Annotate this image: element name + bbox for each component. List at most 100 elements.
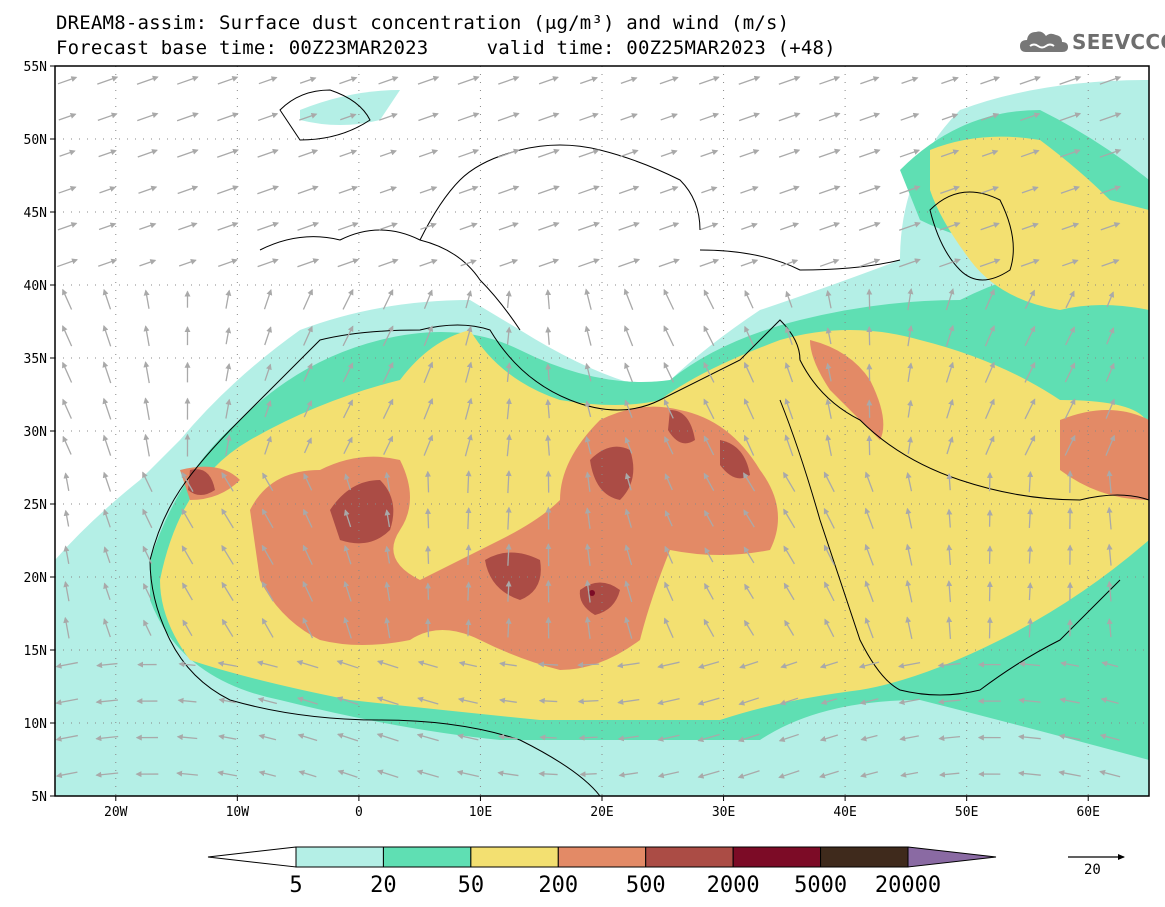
wind-arrow: [783, 545, 795, 565]
lon-tick-label: 0: [355, 805, 363, 820]
wind-arrow: [221, 472, 234, 492]
wind-arrow: [1101, 660, 1119, 668]
wind-arrow: [584, 288, 592, 310]
wind-arrow: [584, 436, 592, 455]
wind-arrow: [780, 259, 799, 267]
colorbar-label: 5000: [794, 873, 847, 898]
wind-arrow: [743, 509, 755, 528]
wind-arrow: [905, 543, 913, 566]
wind-arrow: [425, 618, 432, 638]
wind-arrow: [907, 399, 914, 418]
wind-arrow: [545, 363, 552, 381]
wind-arrow: [578, 258, 600, 268]
wind-arrow: [941, 113, 959, 121]
wind-arrow: [465, 544, 472, 565]
wind-arrow: [258, 76, 278, 85]
wind-arrow: [257, 185, 280, 195]
wind-arrow: [824, 618, 835, 638]
wind-arrow: [985, 435, 995, 455]
wind-arrow: [819, 734, 839, 742]
wind-arrow: [261, 617, 274, 638]
wind-arrow: [218, 258, 238, 267]
wind-arrow: [217, 660, 237, 667]
wind-arrow: [302, 544, 313, 565]
wind-arrow: [1100, 697, 1119, 704]
wind-arrow: [1058, 770, 1081, 777]
wind-arrow: [457, 697, 478, 704]
wind-arrow: [261, 544, 274, 565]
wind-arrow: [1105, 398, 1115, 419]
colorbar-swatch: [470, 846, 559, 868]
wind-arrow: [905, 579, 913, 603]
wind-arrow: [703, 398, 715, 420]
wind-arrow: [1027, 582, 1034, 601]
wind-arrow: [1106, 506, 1113, 530]
wind-arrow: [1027, 617, 1034, 638]
colorbar-swatch: [820, 846, 909, 868]
wind-arrow: [143, 433, 150, 457]
lat-tick-label: 10N: [24, 717, 47, 732]
wind-arrow: [102, 361, 112, 384]
wind-arrow: [465, 325, 473, 346]
wind-arrow: [177, 75, 199, 85]
wind-arrow: [303, 400, 313, 418]
wind-arrow: [178, 259, 197, 267]
wind-arrow: [103, 582, 111, 600]
lat-tick-label: 30N: [24, 425, 47, 440]
wind-arrow: [498, 75, 520, 85]
wind-arrow: [1099, 185, 1121, 195]
wind-arrow: [340, 113, 357, 121]
wind-arrow: [103, 508, 111, 528]
wind-arrow: [545, 434, 552, 456]
wind-arrow: [1020, 258, 1040, 267]
wind-arrow: [619, 149, 639, 158]
wind-arrow: [584, 325, 592, 346]
wind-arrow: [578, 221, 600, 231]
wind-arrow: [698, 661, 720, 669]
wind-arrow: [700, 149, 719, 158]
wind-arrow: [143, 361, 150, 384]
wind-arrow: [584, 543, 591, 566]
wind-arrow: [423, 434, 434, 456]
wind-arrow: [417, 75, 440, 85]
wind-arrow: [137, 149, 158, 158]
wind-arrow: [659, 222, 680, 231]
wind-arrow: [102, 434, 112, 456]
wind-arrow: [221, 508, 234, 529]
wind-arrow: [63, 581, 70, 602]
wind-arrow: [741, 222, 758, 230]
wind-arrow: [55, 734, 78, 742]
wind-arrow: [704, 582, 714, 600]
wind-arrow: [697, 770, 720, 779]
wind-arrow: [538, 697, 558, 704]
wind-arrow: [302, 617, 314, 639]
wind-arrow: [618, 185, 640, 195]
wind-arrow: [938, 735, 961, 742]
wind-arrow: [738, 112, 760, 122]
wind-arrow: [459, 222, 478, 231]
wind-arrow: [584, 579, 591, 603]
wind-arrow: [97, 75, 119, 85]
wind-arrow: [57, 258, 78, 268]
wind-arrow: [143, 397, 150, 420]
wind-arrow: [740, 259, 759, 267]
lat-tick-label: 50N: [24, 133, 47, 148]
wind-arrow: [545, 289, 552, 310]
longitude-labels: 20W 10W 0 10E 20E 30E 40E 50E 60E: [104, 796, 1100, 820]
wind-arrow: [740, 185, 759, 194]
wind-arrow: [585, 471, 591, 492]
wind-arrow: [465, 290, 473, 309]
wind-arrow: [98, 222, 117, 231]
wind-arrow: [579, 76, 598, 85]
wind-arrow: [819, 661, 839, 669]
wind-arrow: [379, 186, 398, 194]
wind-arrow: [181, 545, 194, 565]
wind-arrow: [177, 185, 199, 195]
wind-arrow: [578, 185, 600, 195]
wind-arrow: [744, 325, 754, 346]
colorbar-label: 5: [289, 873, 302, 898]
wind-arrow: [423, 325, 434, 347]
wind-arrow: [980, 76, 1001, 85]
wind-arrow: [458, 148, 480, 158]
wind-arrow: [578, 734, 598, 741]
